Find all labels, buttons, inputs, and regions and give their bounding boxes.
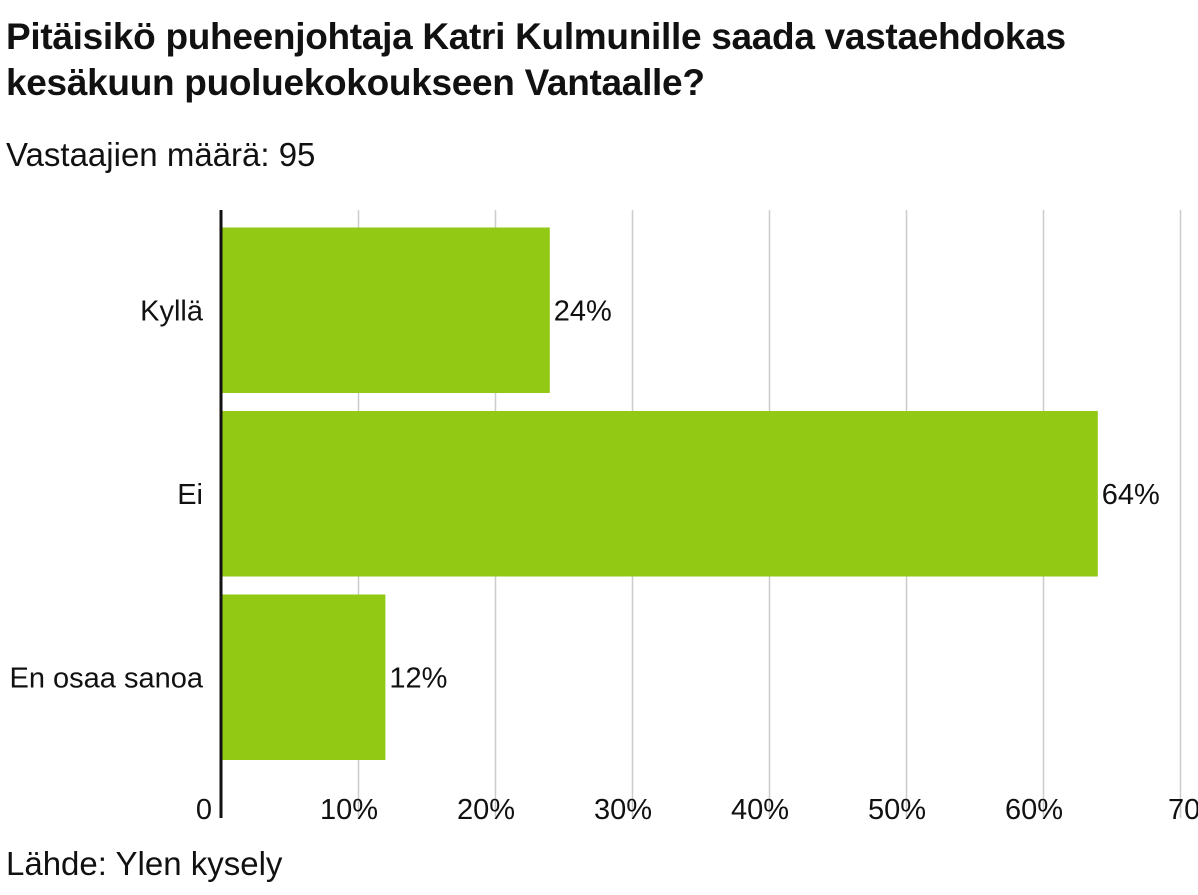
chart-subtitle: Vastaajien määrä: 95 xyxy=(6,136,316,173)
x-tick-label: 20% xyxy=(457,794,515,826)
bar-chart: 24% 64% 12% Kyllä Ei En osaa sanoa 0 10% 20% 30… xyxy=(10,210,1198,826)
x-tick-label: 40% xyxy=(731,794,789,826)
value-label: 24% xyxy=(554,295,612,327)
x-tick-label: 10% xyxy=(320,794,378,826)
category-labels: Kyllä Ei En osaa sanoa xyxy=(10,295,204,694)
x-tick-label: 30% xyxy=(594,794,652,826)
value-label: 64% xyxy=(1102,479,1160,511)
category-label: Ei xyxy=(177,479,203,511)
bars xyxy=(221,227,1098,760)
x-tick-labels: 0 10% 20% 30% 40% 50% 60% 70% xyxy=(196,794,1198,826)
category-label: Kyllä xyxy=(140,295,204,327)
value-label: 12% xyxy=(389,662,447,694)
category-label: En osaa sanoa xyxy=(10,662,204,694)
x-tick-label: 70% xyxy=(1168,794,1198,826)
chart-title: Pitäisikö puheenjohtaja Katri Kulmunille… xyxy=(6,16,1066,103)
bar-1 xyxy=(221,411,1098,577)
bar-2 xyxy=(221,594,386,760)
x-tick-label: 0 xyxy=(196,794,212,826)
x-tick-label: 60% xyxy=(1005,794,1063,826)
x-tick-label: 50% xyxy=(868,794,926,826)
source-note: Lähde: Ylen kysely xyxy=(6,845,283,882)
value-labels: 24% 64% 12% xyxy=(389,295,1159,694)
bar-0 xyxy=(221,227,550,393)
